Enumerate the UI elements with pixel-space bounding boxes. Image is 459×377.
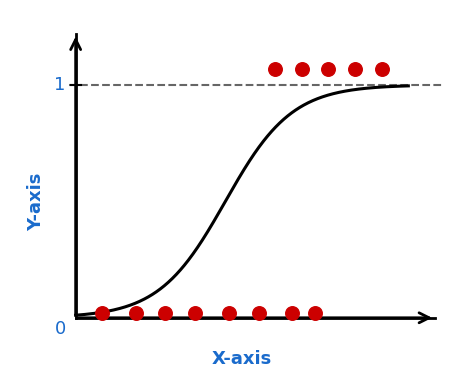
Point (254, 310, 262, 316)
Point (162, 310, 169, 316)
Point (132, 310, 139, 316)
Point (271, 66, 278, 72)
Point (377, 66, 385, 72)
Text: Y-axis: Y-axis (27, 172, 45, 231)
Point (311, 310, 318, 316)
Point (324, 66, 331, 72)
Point (351, 66, 358, 72)
Point (191, 310, 199, 316)
Point (98, 310, 106, 316)
Text: X-axis: X-axis (212, 350, 272, 368)
Text: 0: 0 (54, 320, 66, 338)
Point (224, 310, 232, 316)
Point (288, 310, 295, 316)
Text: 1: 1 (54, 76, 66, 94)
Point (297, 66, 305, 72)
